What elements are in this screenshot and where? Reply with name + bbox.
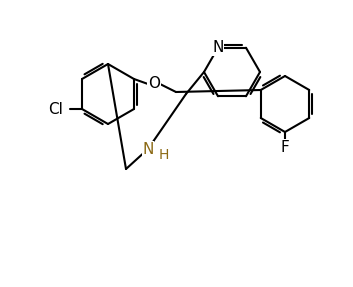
Text: O: O [148,77,160,92]
Text: H: H [159,148,169,162]
Text: N: N [142,141,154,156]
Text: Cl: Cl [49,102,64,117]
Text: F: F [281,139,289,154]
Text: N: N [212,40,224,55]
